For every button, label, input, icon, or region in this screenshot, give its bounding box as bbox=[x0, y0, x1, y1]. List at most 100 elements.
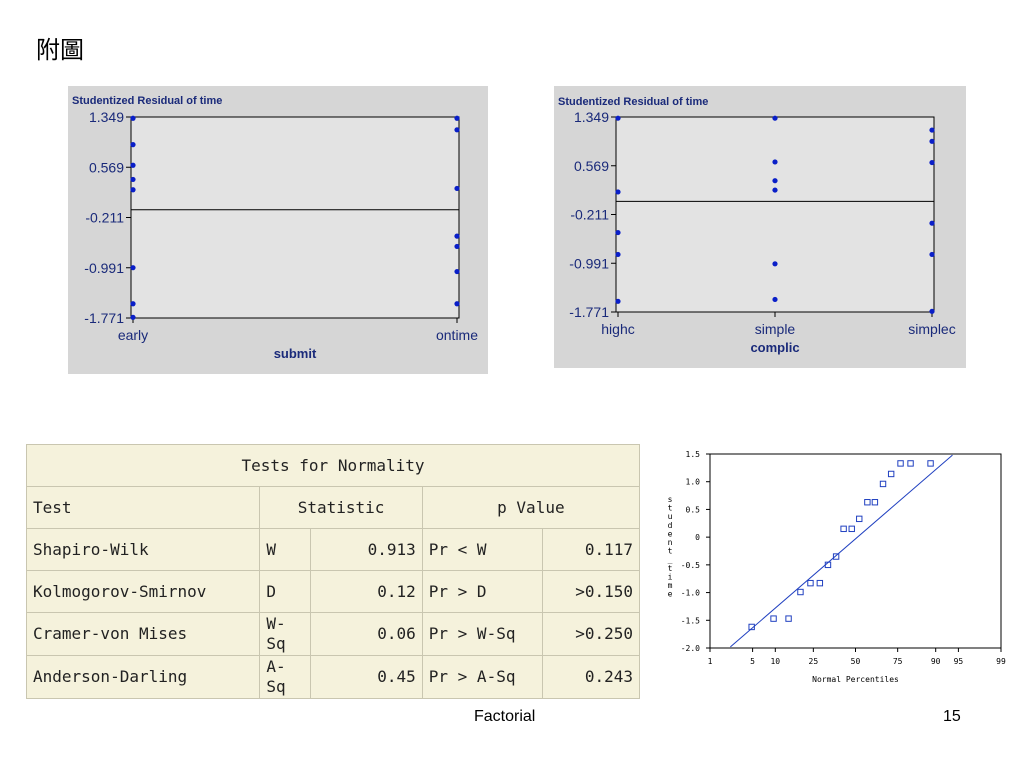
data-point bbox=[615, 298, 621, 304]
p-value: 0.117 bbox=[541, 528, 641, 571]
plot-area bbox=[130, 116, 460, 319]
x-tick-label: 10 bbox=[770, 657, 780, 666]
y-tick-label: -0.211 bbox=[85, 210, 124, 226]
fit-line bbox=[730, 454, 953, 648]
x-tick-label: 50 bbox=[851, 657, 861, 666]
plot-title: Studentized Residual of time bbox=[558, 96, 708, 108]
data-point bbox=[130, 142, 136, 148]
data-point bbox=[772, 261, 778, 267]
stat-name: D bbox=[259, 570, 312, 613]
data-point bbox=[848, 525, 855, 533]
y-axis-label-char: t bbox=[668, 504, 673, 513]
data-point bbox=[929, 220, 935, 226]
data-point bbox=[615, 251, 621, 258]
data-point bbox=[897, 460, 904, 467]
data-point bbox=[130, 265, 136, 271]
y-tick-label: -0.991 bbox=[84, 260, 124, 276]
y-axis-label-char: t bbox=[668, 547, 673, 556]
y-axis-label-char: t bbox=[668, 564, 673, 573]
data-point bbox=[929, 127, 935, 133]
y-tick-label: 1.349 bbox=[89, 109, 124, 125]
p-value: >0.250 bbox=[541, 612, 641, 656]
x-axis-label: Normal Percentiles bbox=[812, 675, 899, 684]
data-point bbox=[887, 470, 895, 478]
y-tick-label: 1.5 bbox=[686, 450, 701, 459]
data-point bbox=[864, 499, 871, 506]
data-point bbox=[748, 623, 755, 631]
data-point bbox=[856, 515, 863, 523]
normal-probability-plot: 1.5 1.0 0.5 0 -0.5 -1.0 -1.5 -2.0 1 5 10 25 50 75 90 95… bbox=[660, 444, 1010, 698]
data-point bbox=[772, 178, 778, 184]
data-point bbox=[615, 115, 621, 121]
residual-plot-submit: Studentized Residual of time 1.349 0.569 -0… bbox=[68, 86, 488, 374]
y-tick-label: -0.991 bbox=[569, 255, 609, 271]
table-title: Tests for Normality bbox=[26, 444, 640, 487]
data-point bbox=[824, 561, 832, 569]
table-row: Anderson-Darling A-Sq 0.45 Pr > A-Sq 0.2… bbox=[25, 655, 641, 699]
stat-value: 0.06 bbox=[310, 612, 423, 656]
table-row: Cramer-von Mises W-Sq 0.06 Pr > W-Sq >0.… bbox=[25, 612, 641, 656]
data-point bbox=[816, 579, 824, 587]
header-pvalue: p Value bbox=[421, 486, 641, 529]
data-point bbox=[454, 301, 460, 307]
x-tick-label: 1 bbox=[708, 657, 713, 666]
stat-name: W-Sq bbox=[259, 612, 312, 656]
y-tick-label: -0.211 bbox=[570, 207, 609, 223]
y-tick-label: -1.0 bbox=[681, 589, 700, 598]
residual-plot-complic: Studentized Residual of time 1.349 0.569 -0… bbox=[554, 86, 966, 368]
data-point bbox=[615, 229, 621, 236]
data-point bbox=[130, 162, 136, 168]
data-point bbox=[130, 301, 136, 307]
data-point bbox=[832, 553, 840, 560]
normality-table: Tests for Normality Test Statistic p Val… bbox=[25, 444, 641, 699]
stat-name: A-Sq bbox=[259, 655, 312, 699]
y-axis-label-char: e bbox=[668, 590, 673, 599]
y-axis-label-char: s bbox=[668, 495, 673, 504]
y-tick-label: 0.569 bbox=[574, 158, 609, 174]
data-point bbox=[929, 138, 935, 144]
slide-title: 附圖 bbox=[36, 36, 84, 64]
stat-value: 0.45 bbox=[310, 655, 423, 699]
data-point bbox=[807, 579, 814, 587]
test-name: Kolmogorov-Smirnov bbox=[25, 570, 261, 613]
page-number: 15 bbox=[943, 708, 961, 725]
data-point bbox=[130, 176, 136, 183]
p-value: 0.243 bbox=[541, 655, 641, 699]
y-tick-label: -1.5 bbox=[681, 616, 700, 625]
y-axis-label-char: d bbox=[668, 521, 673, 530]
stat-value: 0.12 bbox=[310, 570, 423, 613]
p-value: >0.150 bbox=[541, 570, 641, 613]
data-point bbox=[929, 251, 935, 258]
x-tick-label: highc bbox=[601, 321, 634, 337]
y-tick-label: -0.5 bbox=[681, 561, 700, 570]
data-point bbox=[929, 159, 935, 166]
test-name: Cramer-von Mises bbox=[25, 612, 261, 656]
y-axis-label-char: n bbox=[668, 538, 673, 547]
x-tick-label: 95 bbox=[954, 657, 964, 666]
y-axis-label-char: i bbox=[668, 572, 673, 581]
test-name: Shapiro-Wilk bbox=[25, 528, 261, 571]
data-point bbox=[840, 525, 847, 533]
qq-plot-area bbox=[709, 453, 1002, 649]
x-tick-label: simple bbox=[755, 321, 796, 337]
x-tick-label: 99 bbox=[996, 657, 1006, 666]
residual-plot-submit-svg: Studentized Residual of time 1.349 0.569 -0… bbox=[72, 95, 478, 361]
y-tick-label: 1.349 bbox=[574, 109, 609, 125]
data-point bbox=[772, 187, 778, 193]
y-tick-label: -1.771 bbox=[569, 304, 609, 320]
x-axis-label: complic bbox=[750, 340, 799, 355]
y-axis-label-char: e bbox=[668, 529, 673, 538]
test-name: Anderson-Darling bbox=[25, 655, 261, 699]
x-tick-label: 90 bbox=[931, 657, 941, 666]
data-point bbox=[454, 233, 460, 239]
y-tick-label: 0.5 bbox=[686, 505, 701, 514]
data-point bbox=[454, 127, 460, 133]
data-point bbox=[615, 189, 621, 195]
data-point bbox=[130, 314, 136, 320]
y-tick-label: 0 bbox=[695, 533, 700, 542]
data-point bbox=[927, 460, 934, 467]
x-axis-label: submit bbox=[274, 346, 317, 361]
p-name: Pr > D bbox=[421, 570, 543, 613]
p-name: Pr > W-Sq bbox=[421, 612, 543, 656]
